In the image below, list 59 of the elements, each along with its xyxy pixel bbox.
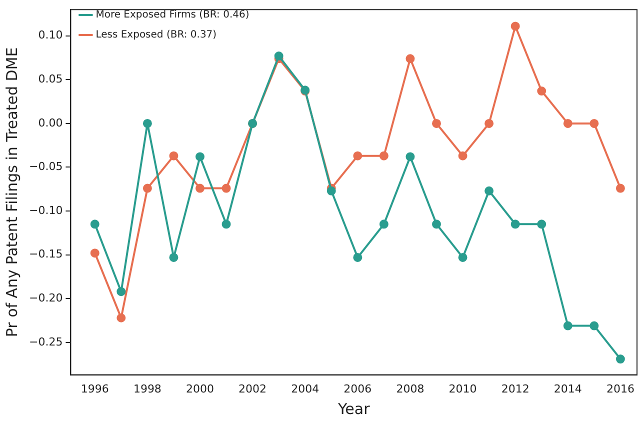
y-tick-label: 0.00 <box>38 116 63 130</box>
point <box>590 321 599 330</box>
point <box>195 152 204 162</box>
legend-label: More Exposed Firms (BR: 0.46) <box>96 10 250 21</box>
point <box>379 151 388 160</box>
x-tick-label: 2014 <box>554 382 582 396</box>
point <box>510 22 520 31</box>
y-tick-label: 0.05 <box>38 72 63 86</box>
point <box>222 184 231 193</box>
point <box>484 118 494 128</box>
y-tick-label: −0.25 <box>28 335 63 348</box>
x-tick-label: 2002 <box>238 382 267 396</box>
point <box>537 220 546 229</box>
point <box>116 313 126 322</box>
point <box>326 186 336 196</box>
y-tick-label: −0.20 <box>28 291 63 304</box>
y-tick-label: −0.15 <box>28 248 63 261</box>
point <box>169 151 178 160</box>
x-tick-label: 2006 <box>344 382 372 396</box>
point <box>432 220 441 229</box>
x-tick-label: 2010 <box>448 382 477 396</box>
point <box>142 118 152 128</box>
point <box>406 152 415 162</box>
point <box>616 184 625 193</box>
x-tick-label: 2004 <box>291 382 320 396</box>
y-tick-label: 0.10 <box>38 28 63 42</box>
point <box>458 151 468 160</box>
point <box>590 118 599 128</box>
legend-label: Less Exposed (BR: 0.37) <box>96 30 217 41</box>
x-axis-title: Year <box>336 400 371 418</box>
point <box>379 220 388 229</box>
point <box>458 252 468 262</box>
x-tick-label: 2012 <box>501 382 530 396</box>
x-tick-label: 1998 <box>133 382 162 396</box>
point <box>510 220 520 229</box>
point <box>90 220 100 229</box>
point <box>195 184 204 193</box>
point <box>353 151 362 160</box>
point <box>222 220 231 229</box>
point <box>563 118 572 128</box>
point <box>169 252 178 262</box>
x-tick-label: 2008 <box>396 382 424 396</box>
point <box>432 118 441 128</box>
point <box>353 252 362 262</box>
point <box>406 54 415 64</box>
point <box>116 287 126 296</box>
point <box>484 186 494 196</box>
y-tick-label: −0.05 <box>28 160 63 174</box>
point <box>616 354 625 364</box>
point <box>537 86 546 96</box>
point <box>142 184 152 193</box>
point <box>563 321 572 330</box>
y-axis-title: Pr of Any Patent Filings in Treated DME <box>2 47 21 338</box>
x-tick-label: 2016 <box>606 382 634 396</box>
y-tick-label: −0.10 <box>28 204 63 217</box>
point <box>274 52 284 61</box>
x-tick-label: 2000 <box>186 382 214 396</box>
x-tick-label: 1996 <box>80 382 109 396</box>
point <box>90 248 100 258</box>
